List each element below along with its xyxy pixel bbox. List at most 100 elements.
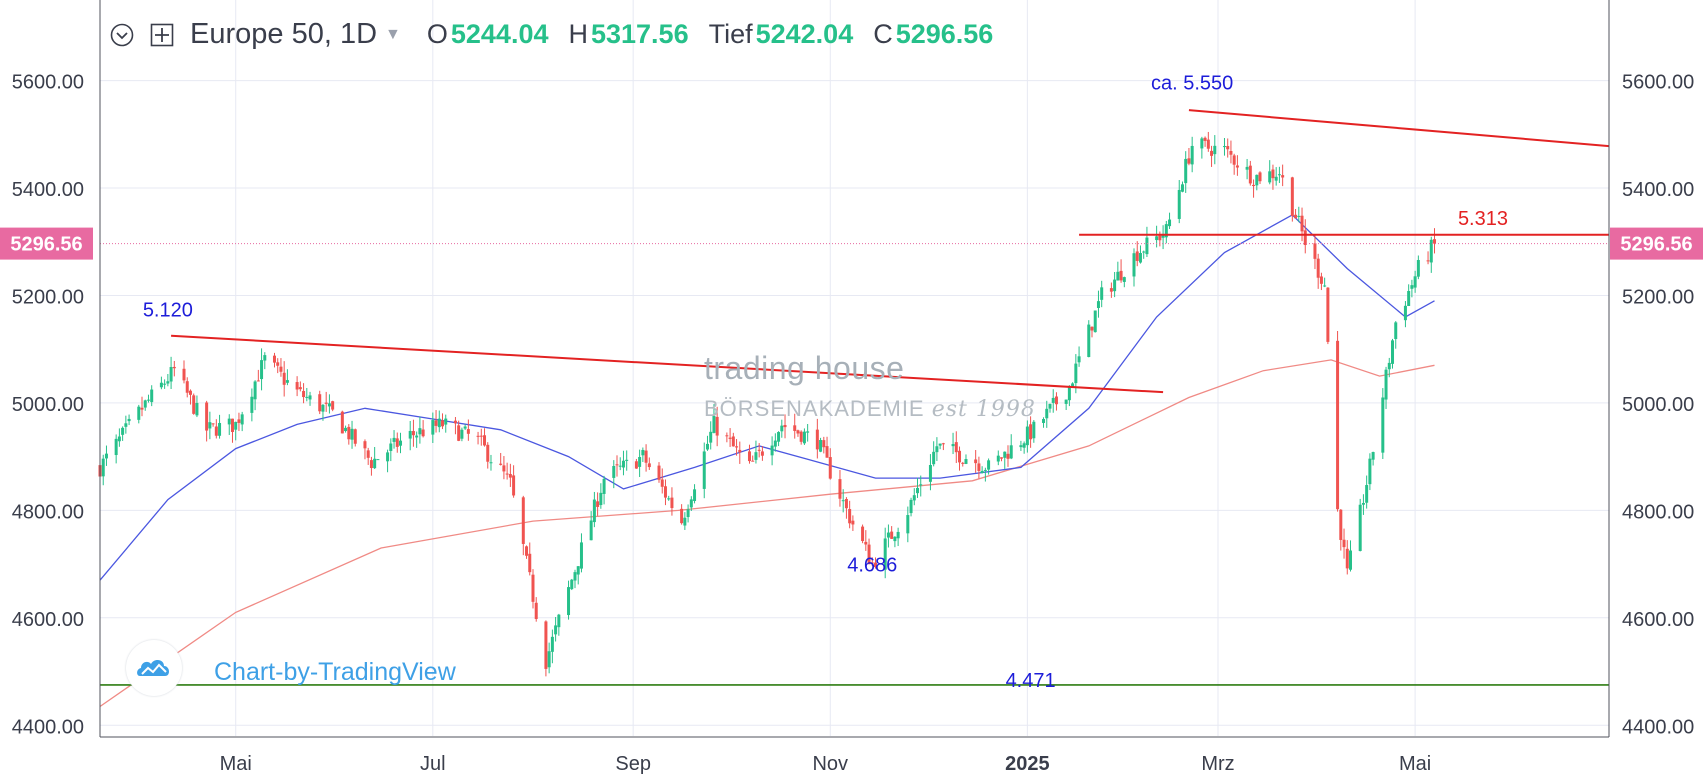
candle-body <box>1187 158 1191 164</box>
candle-body <box>751 460 755 462</box>
candle-body <box>1345 548 1349 569</box>
tradingview-logo-icon[interactable] <box>126 640 182 696</box>
candle-body <box>861 526 865 542</box>
candle-body <box>890 531 894 539</box>
candle-body <box>1384 369 1388 400</box>
candle-body <box>731 436 735 447</box>
candle-body <box>1358 504 1362 551</box>
candle-body <box>570 579 574 590</box>
candle-body <box>770 445 774 456</box>
candle-body <box>395 438 399 447</box>
add-compare-icon[interactable] <box>150 23 174 47</box>
candle-body <box>1077 356 1081 363</box>
candle-body <box>883 538 887 570</box>
candle-body <box>240 414 244 425</box>
candle-body <box>867 544 871 565</box>
y-tick-label-left: 5000.00 <box>12 394 84 416</box>
candle-body <box>140 407 144 410</box>
candle-body <box>1045 408 1049 419</box>
candle-body <box>983 469 987 471</box>
candle-body <box>1213 145 1217 155</box>
candle-body <box>163 383 167 385</box>
candle-body <box>702 451 706 489</box>
candle-body <box>411 431 415 436</box>
candle-body <box>1071 383 1075 387</box>
annotation-label: 4.471 <box>1006 670 1056 692</box>
candle-body <box>683 517 687 526</box>
candle-body <box>1138 253 1142 263</box>
candle-body <box>376 459 380 461</box>
candle-body <box>218 422 222 436</box>
collapse-icon[interactable] <box>110 23 134 47</box>
candle-body <box>725 435 729 437</box>
candle-body <box>579 542 583 569</box>
candle-body <box>1226 146 1230 150</box>
x-tick-label: Mrz <box>1201 753 1234 775</box>
candle-body <box>1326 287 1330 342</box>
x-tick-label: Jul <box>420 753 446 775</box>
candle-body <box>618 465 622 467</box>
candle-body <box>1190 145 1194 165</box>
candle-body <box>205 402 209 431</box>
candle-body <box>1006 453 1010 459</box>
candle-body <box>1371 452 1375 460</box>
trendline <box>171 334 1164 394</box>
candle-body <box>418 428 422 435</box>
candle-body <box>1142 251 1146 253</box>
candle-body <box>1268 171 1272 183</box>
candle-body <box>961 462 965 464</box>
candle-body <box>1426 260 1430 262</box>
candle-body <box>1180 184 1184 192</box>
candle-body <box>935 446 939 453</box>
candle-body <box>250 396 254 413</box>
candle-body <box>974 459 978 464</box>
candle-body <box>1277 174 1281 176</box>
candle-body <box>958 450 962 463</box>
last-price-tag-right-text: 5296.56 <box>1620 234 1692 256</box>
candle-body <box>521 497 525 544</box>
x-tick-label: 2025 <box>1005 753 1050 775</box>
candle-body <box>567 587 571 616</box>
candle-body <box>373 458 377 469</box>
candle-body <box>340 411 344 434</box>
candle-body <box>1067 386 1071 401</box>
candle-body <box>1042 419 1046 423</box>
candle-body <box>1313 243 1317 259</box>
candle-body <box>760 451 764 456</box>
candle-body <box>101 458 105 477</box>
candle-body <box>272 355 276 363</box>
candle-body <box>1003 451 1007 458</box>
candle-body <box>1009 445 1013 459</box>
candle-body <box>657 465 661 480</box>
candle-body <box>576 566 580 575</box>
symbol-dropdown-icon[interactable]: ▼ <box>385 25 401 43</box>
candle-body <box>705 443 709 450</box>
y-tick-label-right: 5000.00 <box>1622 394 1694 416</box>
candle-body <box>505 473 509 475</box>
symbol-title[interactable]: Europe 50, 1D <box>190 18 378 50</box>
moving-averages <box>99 214 1435 708</box>
candle-body <box>1433 239 1437 244</box>
tradingview-watermark[interactable]: Chart-by-TradingView <box>214 658 456 686</box>
candle-body <box>819 439 823 452</box>
candle-body <box>1109 288 1113 292</box>
candle-body <box>1155 236 1159 241</box>
candle-body <box>838 479 842 499</box>
candle-body <box>757 449 761 451</box>
candle-body <box>399 440 403 446</box>
candle-body <box>909 499 913 514</box>
candle-body <box>234 421 238 430</box>
candle-body <box>1210 150 1214 156</box>
candle-body <box>1274 176 1278 181</box>
candle-body <box>1232 155 1236 165</box>
candle-body <box>712 415 716 433</box>
candle-body <box>912 495 916 501</box>
brand-sub-text: BÖRSENAKADEMIE <box>704 396 925 421</box>
candle-body <box>886 532 890 538</box>
candle-body <box>441 420 445 427</box>
candle-body <box>137 406 141 420</box>
candle-body <box>512 475 516 496</box>
candle-body <box>987 460 991 470</box>
candle-body <box>1290 177 1294 216</box>
candle-body <box>1029 424 1033 440</box>
